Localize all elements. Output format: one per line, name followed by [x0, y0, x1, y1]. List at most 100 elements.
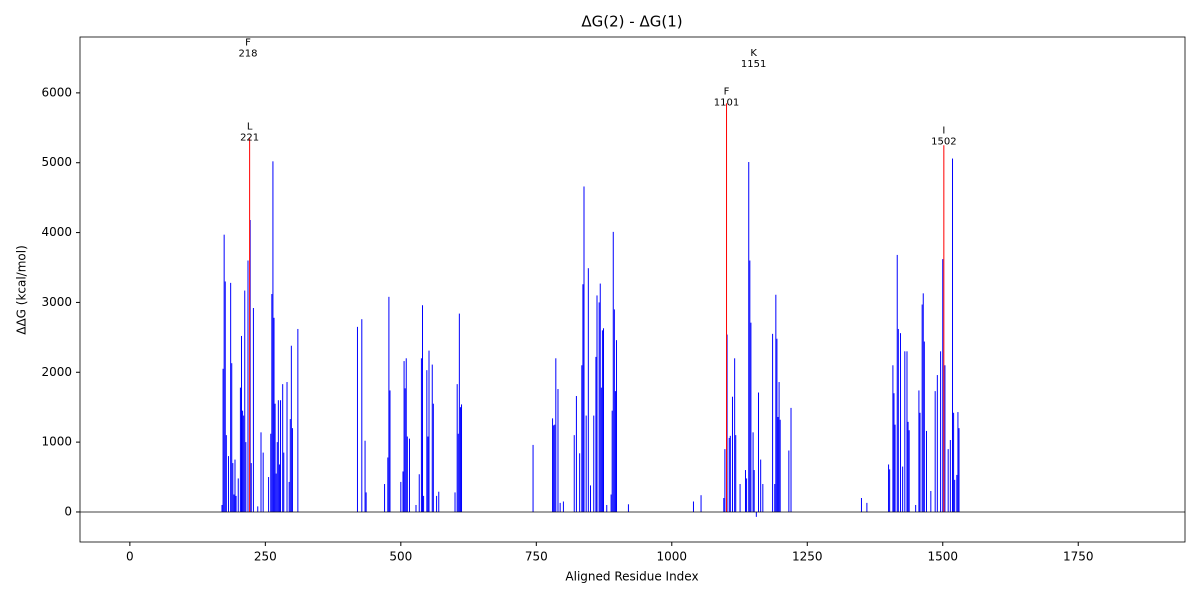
- bar: [554, 424, 556, 512]
- bar: [365, 492, 367, 512]
- bar: [557, 389, 559, 512]
- bar: [779, 419, 781, 512]
- bar: [237, 478, 239, 512]
- annotation-residue: L: [247, 121, 253, 132]
- bar: [552, 418, 554, 512]
- bar: [456, 384, 458, 512]
- bar: [923, 341, 925, 512]
- bar: [288, 481, 290, 512]
- bar: [273, 317, 275, 512]
- bar: [757, 392, 759, 512]
- bar: [405, 358, 407, 512]
- x-tick-label: 500: [389, 550, 412, 564]
- y-axis-label: ΔΔG (kcal/mol): [15, 245, 29, 335]
- bar: [726, 334, 728, 512]
- plot-frame: [79, 36, 1186, 543]
- bar: [275, 473, 277, 512]
- bar: [282, 384, 284, 512]
- bar: [925, 430, 927, 512]
- bar: [627, 504, 629, 512]
- bar: [277, 400, 279, 512]
- bar: [601, 330, 603, 512]
- bar: [573, 435, 575, 512]
- bar: [356, 326, 358, 512]
- bar: [957, 412, 959, 512]
- y-tick-label: 2000: [41, 365, 72, 379]
- bar: [583, 186, 585, 512]
- bar: [283, 452, 285, 512]
- bar: [906, 351, 908, 512]
- bar: [415, 504, 417, 512]
- bar: [606, 504, 608, 512]
- bar: [616, 340, 618, 512]
- bar: [762, 484, 764, 512]
- bar: [427, 436, 429, 512]
- bar: [904, 351, 906, 512]
- bar: [431, 364, 433, 512]
- bar: [888, 464, 890, 512]
- bar: [402, 471, 404, 512]
- bar: [958, 428, 960, 512]
- bar: [559, 502, 561, 512]
- annotation-residue: F: [245, 37, 251, 48]
- bar: [420, 358, 422, 512]
- bar: [942, 259, 944, 512]
- bar: [614, 391, 616, 512]
- bar: [231, 363, 233, 512]
- bar: [603, 328, 605, 512]
- bar: [387, 457, 389, 512]
- bar: [581, 365, 583, 512]
- bar: [230, 282, 232, 512]
- bar: [729, 435, 731, 512]
- bar: [242, 410, 244, 512]
- bar: [457, 433, 459, 512]
- bar: [389, 390, 391, 512]
- bar: [918, 390, 920, 512]
- bar: [361, 319, 363, 512]
- bar: [245, 442, 247, 512]
- bar: [940, 351, 942, 512]
- bar: [272, 161, 274, 512]
- annotation-residue: K: [750, 48, 757, 59]
- bar: [262, 452, 264, 512]
- bar: [585, 415, 587, 512]
- annotation-index: 221: [240, 132, 259, 143]
- bar: [936, 375, 938, 512]
- bar: [423, 495, 425, 512]
- x-tick-label: 1750: [1063, 550, 1094, 564]
- bar: [735, 435, 737, 512]
- bar: [461, 404, 463, 512]
- bar: [436, 495, 438, 512]
- bar: [953, 412, 955, 512]
- bar: [223, 234, 225, 512]
- bar: [249, 220, 251, 512]
- bar: [274, 403, 276, 512]
- bar: [562, 501, 564, 512]
- bar: [724, 449, 726, 512]
- bar: [760, 459, 762, 512]
- bar: [286, 382, 288, 512]
- bar: [897, 328, 899, 512]
- bar: [260, 432, 262, 512]
- bar: [775, 294, 777, 512]
- bar: [422, 305, 424, 512]
- bar: [239, 387, 241, 512]
- y-tick-label: 0: [64, 504, 72, 518]
- bar: [892, 365, 894, 512]
- bar: [459, 407, 461, 512]
- bar: [866, 502, 868, 512]
- bar: [271, 294, 273, 512]
- bar: [889, 469, 891, 512]
- x-tick-label: 1250: [792, 550, 823, 564]
- bar: [746, 478, 748, 512]
- bar: [404, 388, 406, 512]
- bar: [596, 295, 598, 512]
- bar: [600, 387, 602, 512]
- bar: [289, 419, 291, 512]
- bar: [744, 470, 746, 512]
- bar: [956, 474, 958, 512]
- bar: [426, 370, 428, 512]
- bar: [458, 313, 460, 512]
- bar: [922, 293, 924, 512]
